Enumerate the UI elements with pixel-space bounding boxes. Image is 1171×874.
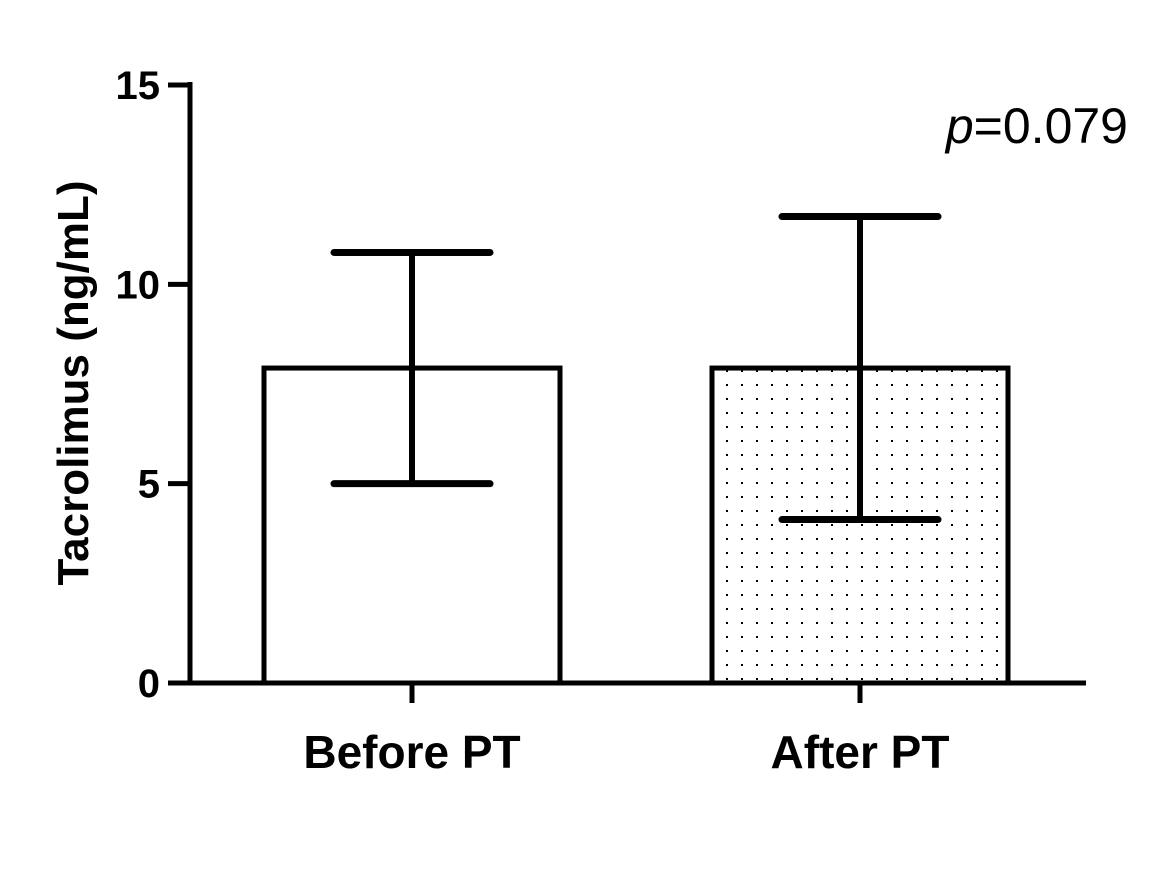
x-tick-label-before-pt: Before PT bbox=[303, 726, 520, 778]
x-ticks-layer: Before PT After PT bbox=[303, 683, 949, 778]
y-tick-label-0: 0 bbox=[138, 662, 160, 706]
x-tick-label-after-pt: After PT bbox=[771, 726, 950, 778]
p-value-annotation: p=0.079 bbox=[944, 98, 1128, 154]
y-axis-title: Tacrolimus (ng/mL) bbox=[49, 181, 98, 586]
y-ticks-layer: 0 5 10 15 bbox=[116, 64, 190, 706]
p-value-symbol: p bbox=[944, 98, 974, 154]
p-value-number: =0.079 bbox=[974, 98, 1128, 154]
y-tick-label-10: 10 bbox=[116, 263, 161, 307]
bars-layer bbox=[261, 365, 1011, 686]
y-tick-label-5: 5 bbox=[138, 463, 160, 507]
error-bars-layer bbox=[330, 213, 942, 524]
y-tick-label-15: 15 bbox=[116, 64, 161, 108]
